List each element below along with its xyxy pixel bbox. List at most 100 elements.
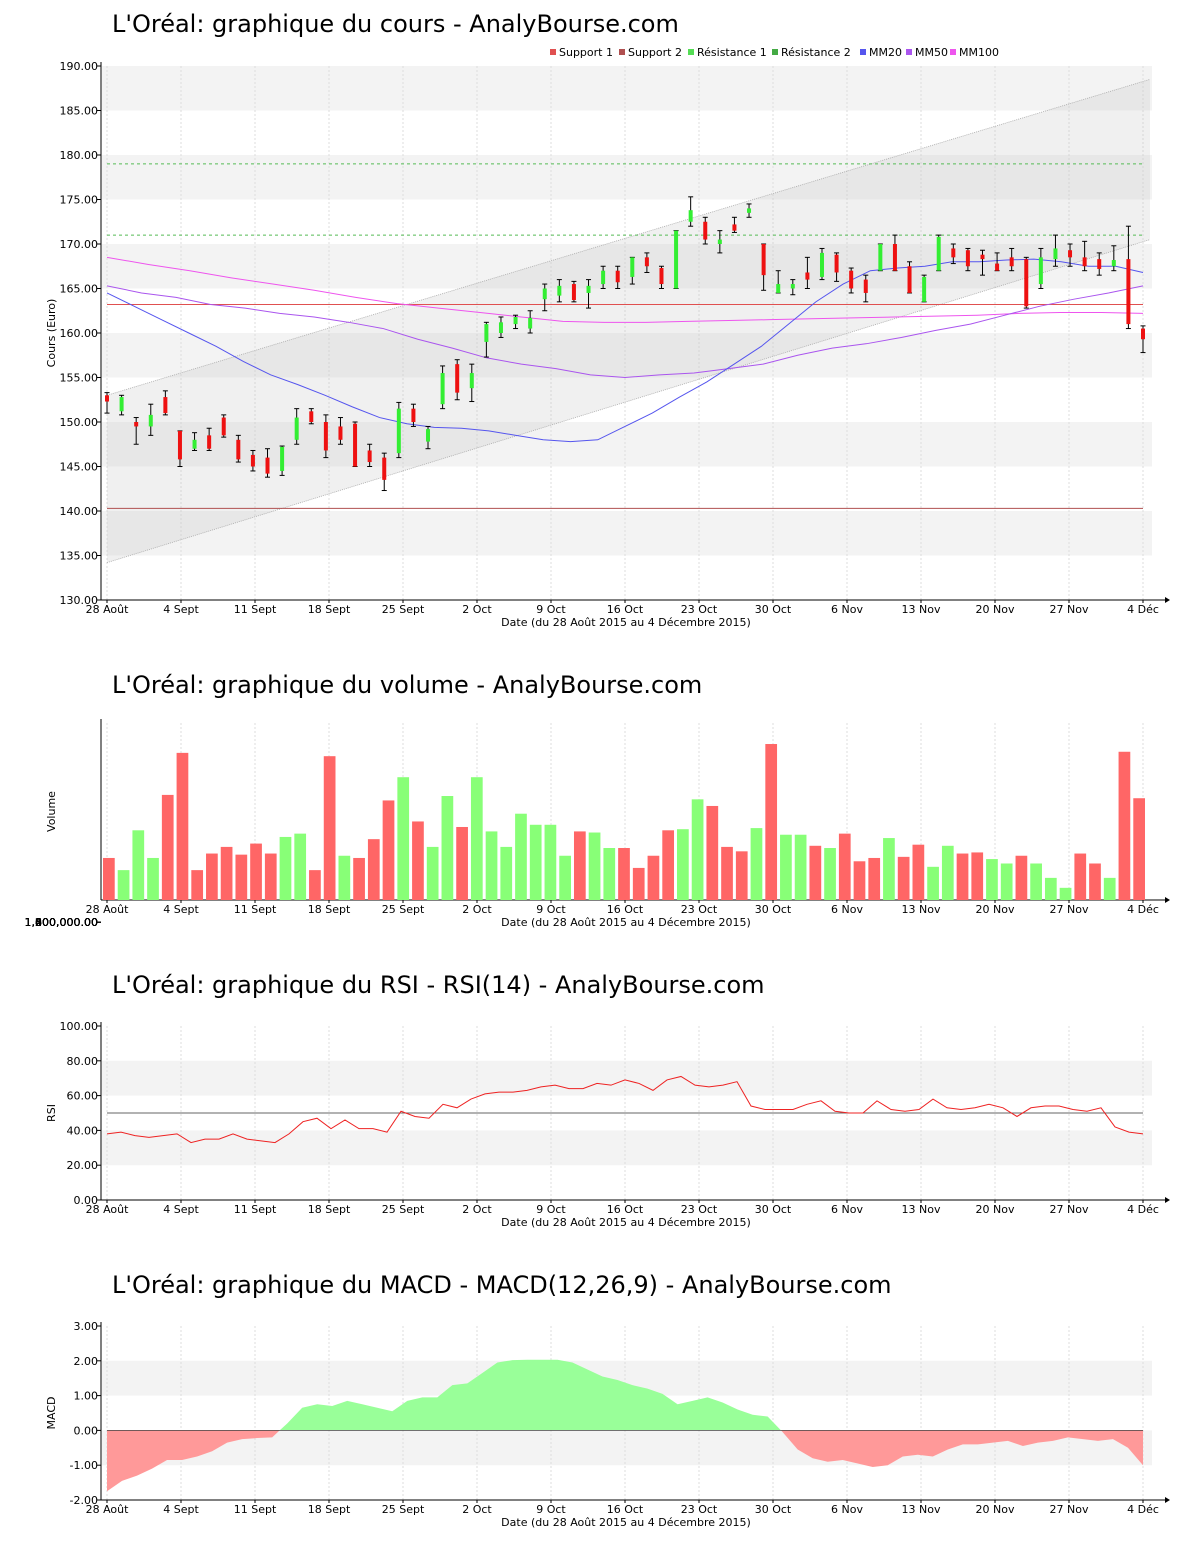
macd-x-tick-label: 23 Oct [681, 1503, 718, 1516]
volume-x-tick-label: 23 Oct [681, 903, 718, 916]
volume-bar-down [912, 844, 925, 900]
legend-swatch [772, 49, 778, 55]
volume-bar-up [515, 813, 527, 900]
macd-y-axis-label: MACD [45, 1397, 58, 1430]
candle-up [747, 208, 752, 213]
candle-down [892, 244, 897, 271]
volume-bar-up [485, 831, 498, 900]
rsi-x-tick-label: 2 Oct [462, 1203, 492, 1216]
candle-down [250, 454, 255, 467]
price-y-tick-label: 140.00 [60, 505, 99, 518]
volume-bar-down [250, 843, 262, 900]
rsi-x-tick-label: 30 Oct [755, 1203, 792, 1216]
price-x-tick-label: 30 Oct [755, 603, 792, 616]
rsi-y-tick-label: 20.00 [67, 1159, 99, 1172]
rsi-y-tick-label: 60.00 [67, 1090, 99, 1103]
candle-up [119, 397, 124, 412]
price-y-tick-label: 150.00 [60, 416, 99, 429]
volume-y-tick-label: 200,000.00 [35, 916, 98, 929]
candle-down [134, 422, 139, 427]
candle-up [484, 324, 489, 342]
volume-y-tick-label: 1,800,000.00 [25, 916, 98, 929]
volume-bar-up [927, 866, 939, 900]
macd-x-tick-label: 2 Oct [462, 1503, 492, 1516]
volume-bar-down [382, 800, 395, 900]
volume-x-tick-label: 4 Déc [1127, 903, 1159, 916]
candle-down [995, 263, 1000, 271]
volume-x-tick-label: 30 Oct [755, 903, 792, 916]
volume-x-axis-arrow [1165, 897, 1170, 903]
candle-down [1141, 328, 1145, 340]
price-y-tick-label: 170.00 [60, 238, 99, 251]
rsi-grid-band [102, 1130, 1152, 1166]
price-x-tick-label: 6 Nov [831, 603, 863, 616]
volume-bar-down [868, 857, 881, 900]
candle-down [353, 423, 358, 467]
price-y-tick-label: 130.00 [60, 594, 99, 607]
candle-down [951, 248, 956, 258]
price-y-tick-label: 190.00 [60, 60, 99, 73]
macd-x-tick-label: 4 Déc [1127, 1503, 1159, 1516]
volume-y-tick-label: 800,000.00 [35, 916, 98, 929]
volume-bar-down [618, 848, 630, 900]
price-grid-band [102, 66, 1152, 111]
volume-bar-up [1000, 863, 1013, 900]
candle-down [1009, 257, 1014, 267]
rsi-y-tick-label: 0.00 [74, 1194, 99, 1207]
macd-y-tick-label: 2.00 [74, 1355, 99, 1368]
volume-bar-up [338, 855, 351, 900]
candle-down [703, 221, 708, 240]
candle-down [863, 279, 868, 293]
volume-bar-up [986, 859, 998, 900]
volume-bar-up [603, 848, 616, 900]
candle-down [221, 417, 226, 436]
volume-bar-down [412, 821, 424, 900]
candle-down [309, 411, 314, 422]
price-y-axis-label: Cours (Euro) [45, 299, 58, 368]
legend-label: MM100 [959, 46, 999, 59]
volume-x-tick-label: 16 Oct [607, 903, 644, 916]
price-x-tick-label: 18 Sept [308, 603, 351, 616]
candle-up [294, 417, 299, 440]
rsi-x-tick-label: 23 Oct [681, 1203, 718, 1216]
volume-bar-down [191, 870, 204, 900]
price-x-tick-label: 20 Nov [976, 603, 1015, 616]
volume-bar-up [147, 857, 159, 900]
macd-positive-area [107, 1359, 1143, 1431]
legend-swatch [550, 49, 556, 55]
candle-up [498, 322, 503, 333]
candle-up [630, 257, 635, 277]
volume-bar-up [677, 829, 689, 900]
rsi-chart-title: L'Oréal: graphique du RSI - RSI(14) - An… [112, 971, 765, 999]
candle-up [192, 439, 197, 449]
candle-up [601, 270, 606, 285]
rsi-x-tick-label: 11 Sept [234, 1203, 277, 1216]
volume-bar-down [161, 794, 174, 900]
candle-down [236, 439, 241, 460]
volume-bar-down [353, 857, 365, 900]
volume-bar-down [1118, 751, 1131, 900]
candle-up [426, 429, 431, 442]
price-y-tick-label: 165.00 [60, 283, 99, 296]
rsi-x-tick-label: 25 Sept [382, 1203, 425, 1216]
candle-up [557, 285, 562, 296]
volume-bar-up [132, 830, 145, 900]
candle-up [878, 244, 883, 271]
macd-x-tick-label: 27 Nov [1050, 1503, 1089, 1516]
macd-x-tick-label: 4 Sept [163, 1503, 199, 1516]
volume-bar-up [426, 846, 439, 900]
candle-up [440, 373, 445, 405]
rsi-x-tick-label: 18 Sept [308, 1203, 351, 1216]
rsi-x-tick-label: 16 Oct [607, 1203, 644, 1216]
volume-bar-down [662, 830, 675, 900]
rsi-y-axis-label: RSI [45, 1104, 58, 1122]
candle-down [455, 364, 460, 393]
legend-label: Résistance 1 [697, 46, 767, 59]
volume-bar-down [1015, 855, 1028, 900]
price-grid-band [102, 511, 1152, 556]
price-x-tick-label: 9 Oct [536, 603, 566, 616]
candle-down [834, 254, 839, 273]
volume-bar-down [206, 853, 218, 900]
price-x-tick-label: 23 Oct [681, 603, 718, 616]
mm100-line [106, 256, 1144, 323]
